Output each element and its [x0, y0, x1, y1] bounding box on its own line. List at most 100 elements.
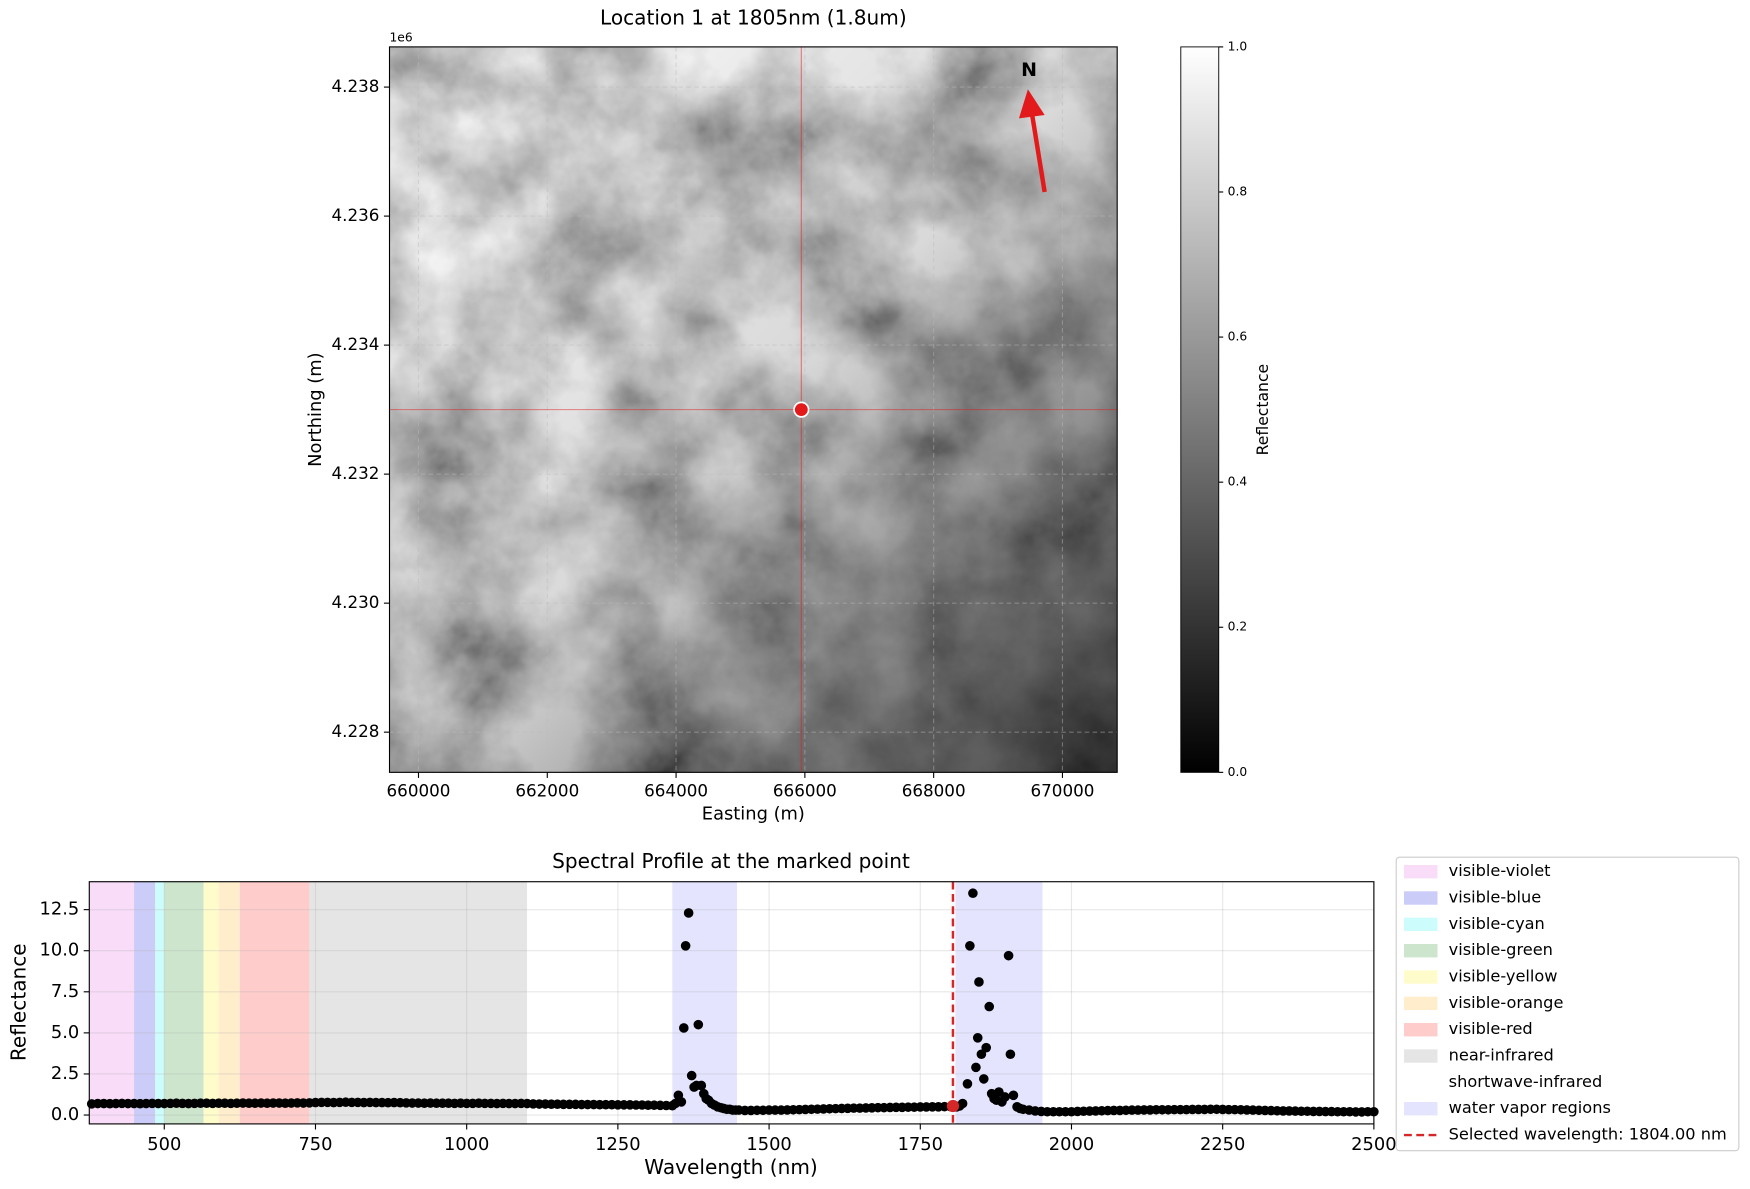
axes-frame	[388, 46, 1118, 773]
y-tick-label: 10.0	[40, 940, 80, 961]
spectrum-point	[974, 977, 984, 987]
spectrum-panel: Spectral Profile at the marked point Wav…	[7, 849, 1740, 1179]
x-tick-label: 664000	[644, 780, 708, 800]
y-tick-label: 12.5	[40, 899, 80, 920]
colorbar-tick-label: 0.0	[1228, 765, 1248, 779]
band-span	[309, 881, 528, 1124]
x-tick-label: 666000	[773, 780, 837, 800]
legend-swatch	[1404, 943, 1438, 958]
colorbar-tick-label: 0.6	[1228, 330, 1248, 344]
band-span	[89, 881, 135, 1124]
y-tick-label: 4.236	[332, 205, 380, 225]
y-tick-label: 4.232	[332, 463, 380, 483]
north-label: N	[1021, 59, 1037, 81]
x-tick-label: 1250	[595, 1134, 640, 1155]
y-tick-label: 4.238	[332, 76, 380, 96]
spectrum-point	[962, 1079, 973, 1089]
band-span	[155, 881, 165, 1124]
legend-label: near-infrared	[1449, 1046, 1554, 1065]
legend-label: visible-cyan	[1449, 914, 1545, 933]
spectrum-point	[968, 888, 978, 899]
spectrum-point	[957, 1098, 968, 1109]
spectrum-point	[683, 908, 694, 918]
colorbar-label: Reflectance	[1254, 364, 1272, 456]
spectrum-point	[1003, 950, 1014, 961]
legend-label: visible-green	[1449, 940, 1553, 959]
axes-frame	[88, 881, 1375, 1125]
legend-label: water vapor regions	[1449, 1098, 1611, 1117]
x-tick-label: 2000	[1049, 1134, 1094, 1155]
spectrum-point	[676, 1097, 687, 1107]
band-span	[203, 881, 219, 1124]
spectrum-point	[984, 1001, 995, 1012]
spectrum-point	[693, 1019, 704, 1030]
y-tick-label: 4.234	[332, 334, 380, 354]
band-span	[134, 881, 156, 1124]
y-axis-label: Northing (m)	[305, 352, 326, 466]
colorbar-tick-label: 0.8	[1228, 184, 1248, 198]
legend-swatch	[1404, 970, 1438, 984]
legend-swatch	[1404, 1049, 1438, 1063]
x-tick-label: 660000	[387, 780, 451, 800]
north-arrow-head	[1018, 89, 1045, 119]
spectrum-point	[971, 1062, 981, 1073]
legend-label: visible-violet	[1449, 861, 1551, 880]
x-tick-label: 1500	[746, 1134, 791, 1155]
legend-label: visible-red	[1449, 1019, 1533, 1038]
x-tick-label: 670000	[1031, 780, 1095, 800]
spectrum-point	[972, 1033, 983, 1043]
legend-swatch	[1404, 1075, 1438, 1090]
spectrum-point	[696, 1080, 707, 1091]
spectrum-point	[686, 1070, 697, 1081]
legend-label: shortwave-infrared	[1449, 1072, 1603, 1091]
y-offset-label: 1e6	[390, 30, 413, 44]
spectrum-point	[1005, 1049, 1016, 1060]
spectrum-point	[679, 1023, 689, 1033]
legend-swatch	[1404, 1102, 1438, 1116]
legend-swatch	[1404, 864, 1438, 879]
band-span	[527, 881, 1374, 1124]
colorbar	[1180, 46, 1220, 773]
spectrum-point	[680, 941, 691, 951]
y-tick-label: 4.228	[332, 721, 380, 741]
legend-label: visible-yellow	[1449, 967, 1558, 986]
selected-point	[946, 1099, 960, 1113]
x-tick-label: 750	[298, 1134, 332, 1155]
band-span	[164, 881, 204, 1124]
band-span	[218, 881, 240, 1124]
legend-swatch	[1404, 891, 1438, 905]
image-panel: Location 1 at 1805nm (1.8um) Easting (m)…	[305, 5, 1272, 824]
band-span	[239, 881, 310, 1124]
colorbar-tick-label: 0.2	[1228, 620, 1248, 634]
legend-box	[1395, 856, 1740, 1152]
legend-label: visible-orange	[1449, 993, 1564, 1012]
y-tick-label: 0.0	[51, 1104, 79, 1125]
spectrum-point	[1000, 1092, 1010, 1102]
north-arrow	[1030, 115, 1047, 193]
chart-title: Location 1 at 1805nm (1.8um)	[600, 5, 907, 29]
spectrum-point	[965, 941, 975, 951]
y-tick-label: 4.230	[332, 592, 380, 612]
legend-label: visible-blue	[1449, 888, 1542, 907]
x-tick-label: 2500	[1351, 1134, 1396, 1155]
legend-swatch	[1404, 917, 1438, 932]
x-tick-label: 500	[147, 1134, 181, 1155]
spectrum-point	[978, 1074, 989, 1084]
x-tick-label: 1750	[898, 1134, 943, 1155]
chart-title: Spectral Profile at the marked point	[552, 849, 910, 873]
y-tick-label: 7.5	[51, 981, 79, 1002]
legend-swatch	[1404, 996, 1438, 1011]
colorbar-tick-label: 1.0	[1228, 39, 1248, 53]
colorbar-tick-label: 0.4	[1228, 475, 1248, 489]
y-tick-label: 2.5	[51, 1063, 79, 1084]
x-tick-label: 662000	[515, 780, 579, 800]
x-tick-label: 668000	[902, 780, 966, 800]
location-marker	[793, 401, 810, 418]
x-axis-label: Easting (m)	[702, 804, 805, 825]
x-axis-label: Wavelength (nm)	[644, 1155, 817, 1179]
y-axis-label: Reflectance	[7, 943, 31, 1061]
spectrum-point	[981, 1042, 992, 1053]
spectrum-point	[1008, 1090, 1019, 1101]
